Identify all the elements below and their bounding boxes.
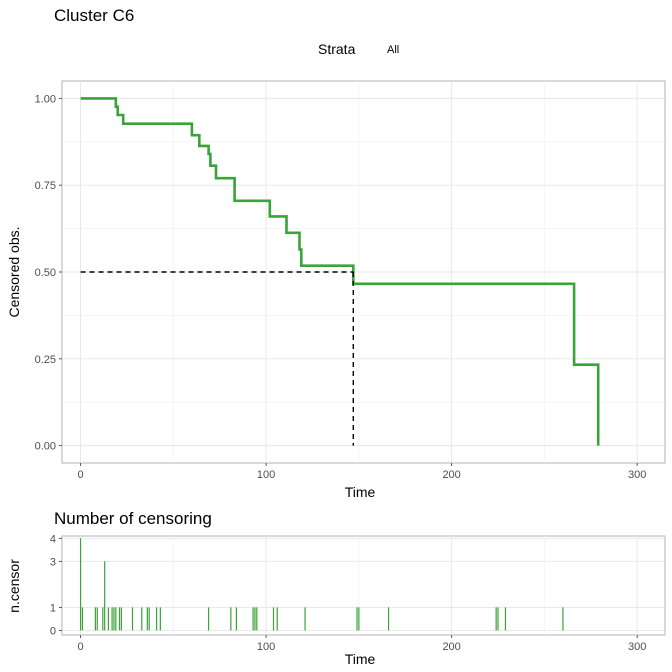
y-tick-label: 3 [50, 556, 56, 568]
x-tick-label: 100 [257, 469, 275, 481]
x-tick-label: 100 [257, 641, 275, 653]
y-tick-label: 1 [50, 602, 56, 614]
y-tick-label: 0 [50, 625, 56, 637]
y-tick-label: 0.00 [35, 441, 56, 453]
y-tick-label: 0.25 [35, 354, 56, 366]
censor-y-ticks: 0 1 3 4 [50, 533, 62, 637]
x-tick-label: 200 [442, 641, 460, 653]
y-tick-label: 4 [50, 533, 56, 545]
censor-bars [79, 538, 564, 631]
survival-x-axis-title: Time [345, 484, 376, 500]
survival-panel [61, 80, 666, 464]
y-tick-label: 1.00 [35, 93, 56, 105]
survival-y-axis-title: Censored obs. [6, 226, 22, 317]
y-tick-label: 0.75 [35, 180, 56, 192]
censor-panel-border [61, 535, 666, 636]
survival-curve-all [80, 97, 600, 446]
censor-y-axis-title: n.censor [6, 559, 22, 613]
survival-x-ticks: 0 100 200 300 [77, 463, 646, 481]
x-tick-label: 300 [628, 641, 646, 653]
legend-label-all: All [387, 44, 399, 56]
x-tick-label: 300 [628, 469, 646, 481]
legend-title: Strata [318, 41, 356, 57]
x-tick-label: 200 [442, 469, 460, 481]
x-tick-label: 0 [77, 641, 83, 653]
censor-x-ticks: 0 100 200 300 [77, 635, 646, 653]
censor-x-axis-title: Time [345, 651, 376, 667]
survival-y-ticks: 0.00 0.25 0.50 0.75 1.00 [35, 93, 62, 453]
censor-grid [62, 536, 665, 635]
censor-panel [61, 535, 666, 636]
y-tick-label: 0.50 [35, 267, 56, 279]
survival-plot-title: Cluster C6 [54, 6, 134, 25]
censor-plot-title: Number of censoring [54, 509, 212, 528]
survival-lines [80, 97, 600, 446]
x-tick-label: 0 [77, 469, 83, 481]
